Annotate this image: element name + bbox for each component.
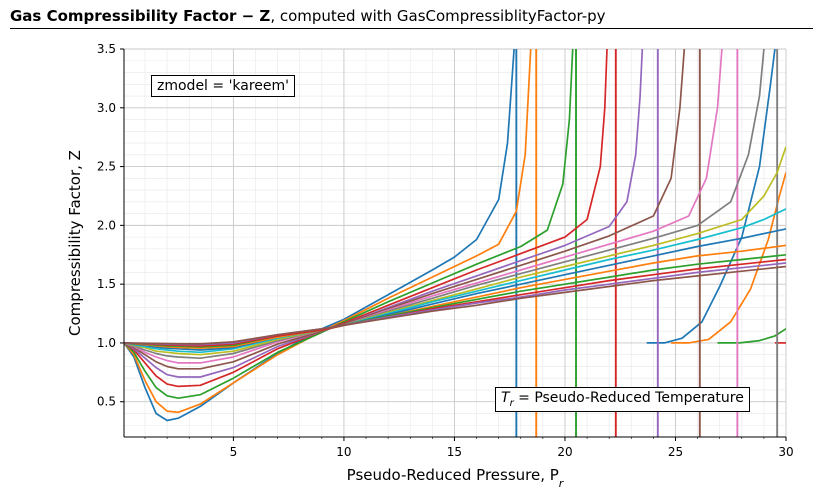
x-axis-label-main: Pseudo-Reduced Pressure, P (347, 466, 559, 484)
minor-grid (124, 49, 786, 437)
x-tick-label: 10 (336, 445, 351, 459)
plot-area (124, 49, 786, 437)
series-line-1 (124, 49, 515, 422)
series-line-10 (124, 208, 786, 354)
major-grid (124, 48, 787, 437)
tr-annotation-prefix: T (501, 390, 510, 406)
title-underline (10, 28, 813, 29)
series-line-8 (124, 49, 765, 360)
title-rest: , computed with GasCompressiblityFactor-… (270, 7, 606, 25)
x-tick-label: 15 (447, 445, 462, 459)
y-tick-label: 1.5 (97, 277, 116, 291)
tr-annotation-sub: r (509, 397, 514, 409)
y-tick-label: 2.0 (97, 218, 116, 232)
series-line-16 (124, 265, 786, 345)
title-bold: Gas Compressibility Factor − Z (10, 7, 271, 25)
x-tick-label: 30 (778, 445, 793, 459)
y-axis-label: Compressibility Factor, Z (66, 150, 84, 336)
series-line-9 (124, 146, 786, 356)
series-line-3 (124, 49, 574, 400)
tr-annotation: Tr = Pseudo-Reduced Temperature (495, 387, 750, 412)
ticks: 5 10 15 20 25 30 0.5 1.0 1.5 2.0 2.5 3.0 3.5 (97, 42, 794, 459)
y-tick-label: 3.0 (97, 101, 116, 115)
x-tick-label: 5 (230, 445, 238, 459)
x-tick-label: 25 (668, 445, 683, 459)
x-tick-label: 20 (557, 445, 572, 459)
y-tick-label: 1.0 (97, 336, 116, 350)
y-tick-label: 2.5 (97, 160, 116, 174)
x-axis-label-sub: r (559, 477, 565, 490)
x-axis-label: Pseudo-Reduced Pressure, Pr (347, 466, 565, 490)
figure-title: Gas Compressibility Factor − Z, computed… (10, 7, 606, 25)
series-line-4 (124, 49, 608, 388)
tr-annotation-text: = Pseudo-Reduced Temperature (513, 390, 744, 406)
y-tick-label: 3.5 (97, 42, 116, 56)
series-tail-1 (646, 49, 776, 344)
y-tick-label: 0.5 (97, 395, 116, 409)
series-layer (124, 49, 786, 437)
series-tail-3 (717, 328, 786, 344)
zmodel-annotation: zmodel = 'kareem' (151, 75, 296, 97)
series-line-6 (124, 49, 686, 370)
